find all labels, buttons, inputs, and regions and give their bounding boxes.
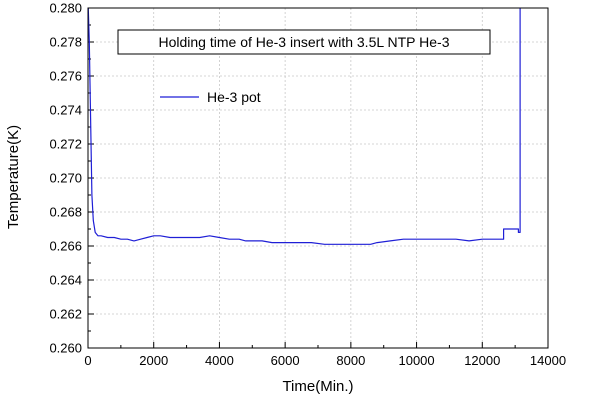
series-line-0 (88, 8, 521, 245)
y-tick-label: 0.276 (49, 69, 82, 84)
y-tick-label: 0.264 (49, 273, 82, 288)
legend: He-3 pot (160, 89, 261, 105)
y-tick-label: 0.260 (49, 341, 82, 356)
chart-title: Holding time of He-3 insert with 3.5L NT… (158, 34, 449, 50)
plot-frame (87, 7, 549, 349)
y-tick-label: 0.270 (49, 171, 82, 186)
tick-labels: 0 2000 4000 6000 8000 10000 12000 14000 0.260 0.2… (49, 1, 566, 369)
y-tick-label: 0.274 (49, 103, 82, 118)
x-tick-label: 2000 (139, 353, 168, 368)
x-tick-label: 0 (84, 353, 91, 368)
x-axis-label: Time(Min.) (282, 378, 353, 395)
legend-label: He-3 pot (207, 89, 261, 105)
x-tick-label: 4000 (205, 353, 234, 368)
x-tick-label: 14000 (530, 353, 566, 368)
x-tick-label: 6000 (271, 353, 300, 368)
series-layer (88, 8, 521, 245)
y-tick-label: 0.262 (49, 307, 82, 322)
y-tick-label: 0.280 (49, 1, 82, 16)
title-box: Holding time of He-3 insert with 3.5L NT… (117, 29, 491, 55)
x-tick-label: 12000 (464, 353, 500, 368)
y-tick-label: 0.278 (49, 35, 82, 50)
y-tick-label: 0.268 (49, 205, 82, 220)
y-tick-label: 0.266 (49, 239, 82, 254)
x-tick-label: 8000 (336, 353, 365, 368)
x-tick-label: 10000 (398, 353, 434, 368)
y-tick-label: 0.272 (49, 137, 82, 152)
y-axis-label: Temperature(K) (5, 125, 22, 229)
